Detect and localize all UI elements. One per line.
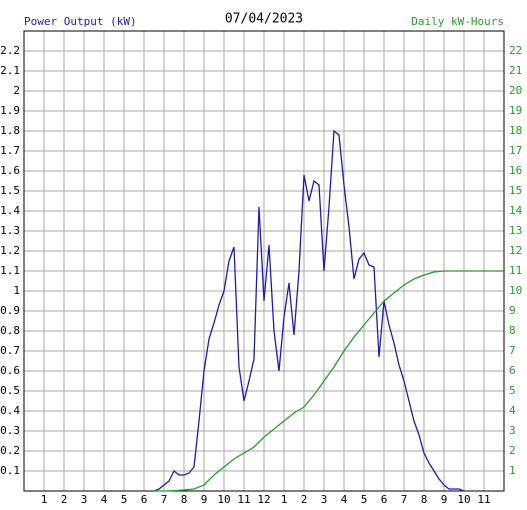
y-tick-label: 1.6 — [0, 164, 20, 177]
y-tick-label: 0.4 — [0, 404, 20, 417]
x-tick-label: 4 — [101, 493, 108, 506]
y2-tick-label: 21 — [509, 64, 522, 77]
x-tick-label: 6 — [141, 493, 148, 506]
y2-tick-label: 10 — [509, 284, 522, 297]
y2-tick-label: 4 — [509, 404, 516, 417]
x-tick-label: 7 — [401, 493, 408, 506]
y2-tick-label: 19 — [509, 104, 522, 117]
x-tick-label: 9 — [441, 493, 448, 506]
x-tick-label: 5 — [121, 493, 128, 506]
y2-tick-label: 12 — [509, 244, 522, 257]
y-tick-label: 0.7 — [0, 344, 20, 357]
x-tick-label: 10 — [457, 493, 470, 506]
x-tick-label: 12 — [257, 493, 270, 506]
x-tick-label: 9 — [201, 493, 208, 506]
x-tick-label: 7 — [161, 493, 168, 506]
x-tick-label: 2 — [301, 493, 308, 506]
y-tick-label: 1.2 — [0, 244, 20, 257]
y2-tick-label: 8 — [509, 324, 516, 337]
y-tick-label: 1.1 — [0, 264, 20, 277]
y-tick-label: 1.4 — [0, 204, 20, 217]
y-tick-label: 0.6 — [0, 364, 20, 377]
y-tick-label: 1.5 — [0, 184, 20, 197]
y2-axis-label: Daily kW-Hours — [411, 15, 504, 28]
y-tick-label: 0.9 — [0, 304, 20, 317]
x-tick-label: 1 — [281, 493, 288, 506]
y-tick-label: 1 — [13, 284, 20, 297]
y2-tick-label: 7 — [509, 344, 516, 357]
y-tick-label: 1.3 — [0, 224, 20, 237]
y2-tick-label: 3 — [509, 424, 516, 437]
y-tick-label: 0.2 — [0, 444, 20, 457]
y2-tick-label: 14 — [509, 204, 523, 217]
y2-tick-label: 15 — [509, 184, 522, 197]
x-tick-label: 1 — [41, 493, 48, 506]
x-tick-label: 3 — [81, 493, 88, 506]
x-tick-label: 5 — [361, 493, 368, 506]
x-tick-label: 8 — [421, 493, 428, 506]
y-tick-label: 0.1 — [0, 464, 20, 477]
y2-tick-label: 20 — [509, 84, 522, 97]
y-tick-label: 1.8 — [0, 124, 20, 137]
y2-tick-label: 1 — [509, 464, 516, 477]
y2-tick-label: 22 — [509, 44, 522, 57]
y2-tick-label: 2 — [509, 444, 516, 457]
x-tick-label: 3 — [321, 493, 328, 506]
x-tick-label: 4 — [341, 493, 348, 506]
x-tick-label: 10 — [217, 493, 230, 506]
x-tick-label: 11 — [477, 493, 490, 506]
y2-tick-label: 6 — [509, 364, 516, 377]
plot-frame — [23, 30, 505, 492]
y2-tick-label: 16 — [509, 164, 522, 177]
y2-tick-label: 17 — [509, 144, 522, 157]
x-tick-label: 8 — [181, 493, 188, 506]
y-axis-label: Power Output (kW) — [24, 15, 137, 28]
y2-tick-label: 9 — [509, 304, 516, 317]
y2-tick-label: 11 — [509, 264, 522, 277]
y-tick-label: 1.9 — [0, 104, 20, 117]
y-tick-label: 1.7 — [0, 144, 20, 157]
y-tick-label: 2.1 — [0, 64, 20, 77]
y-tick-label: 0.8 — [0, 324, 20, 337]
y2-tick-label: 13 — [509, 224, 522, 237]
chart-title: 07/04/2023 — [225, 12, 303, 27]
series-line — [154, 270, 504, 492]
x-tick-label: 2 — [61, 493, 68, 506]
y-tick-label: 0.5 — [0, 384, 20, 397]
y-tick-label: 2 — [13, 84, 20, 97]
y2-tick-label: 18 — [509, 124, 522, 137]
y2-tick-label: 5 — [509, 384, 516, 397]
x-tick-label: 11 — [237, 493, 250, 506]
series-line — [153, 129, 465, 492]
y-tick-label: 2.2 — [0, 44, 20, 57]
x-tick-label: 6 — [381, 493, 388, 506]
y-tick-label: 0.3 — [0, 424, 20, 437]
